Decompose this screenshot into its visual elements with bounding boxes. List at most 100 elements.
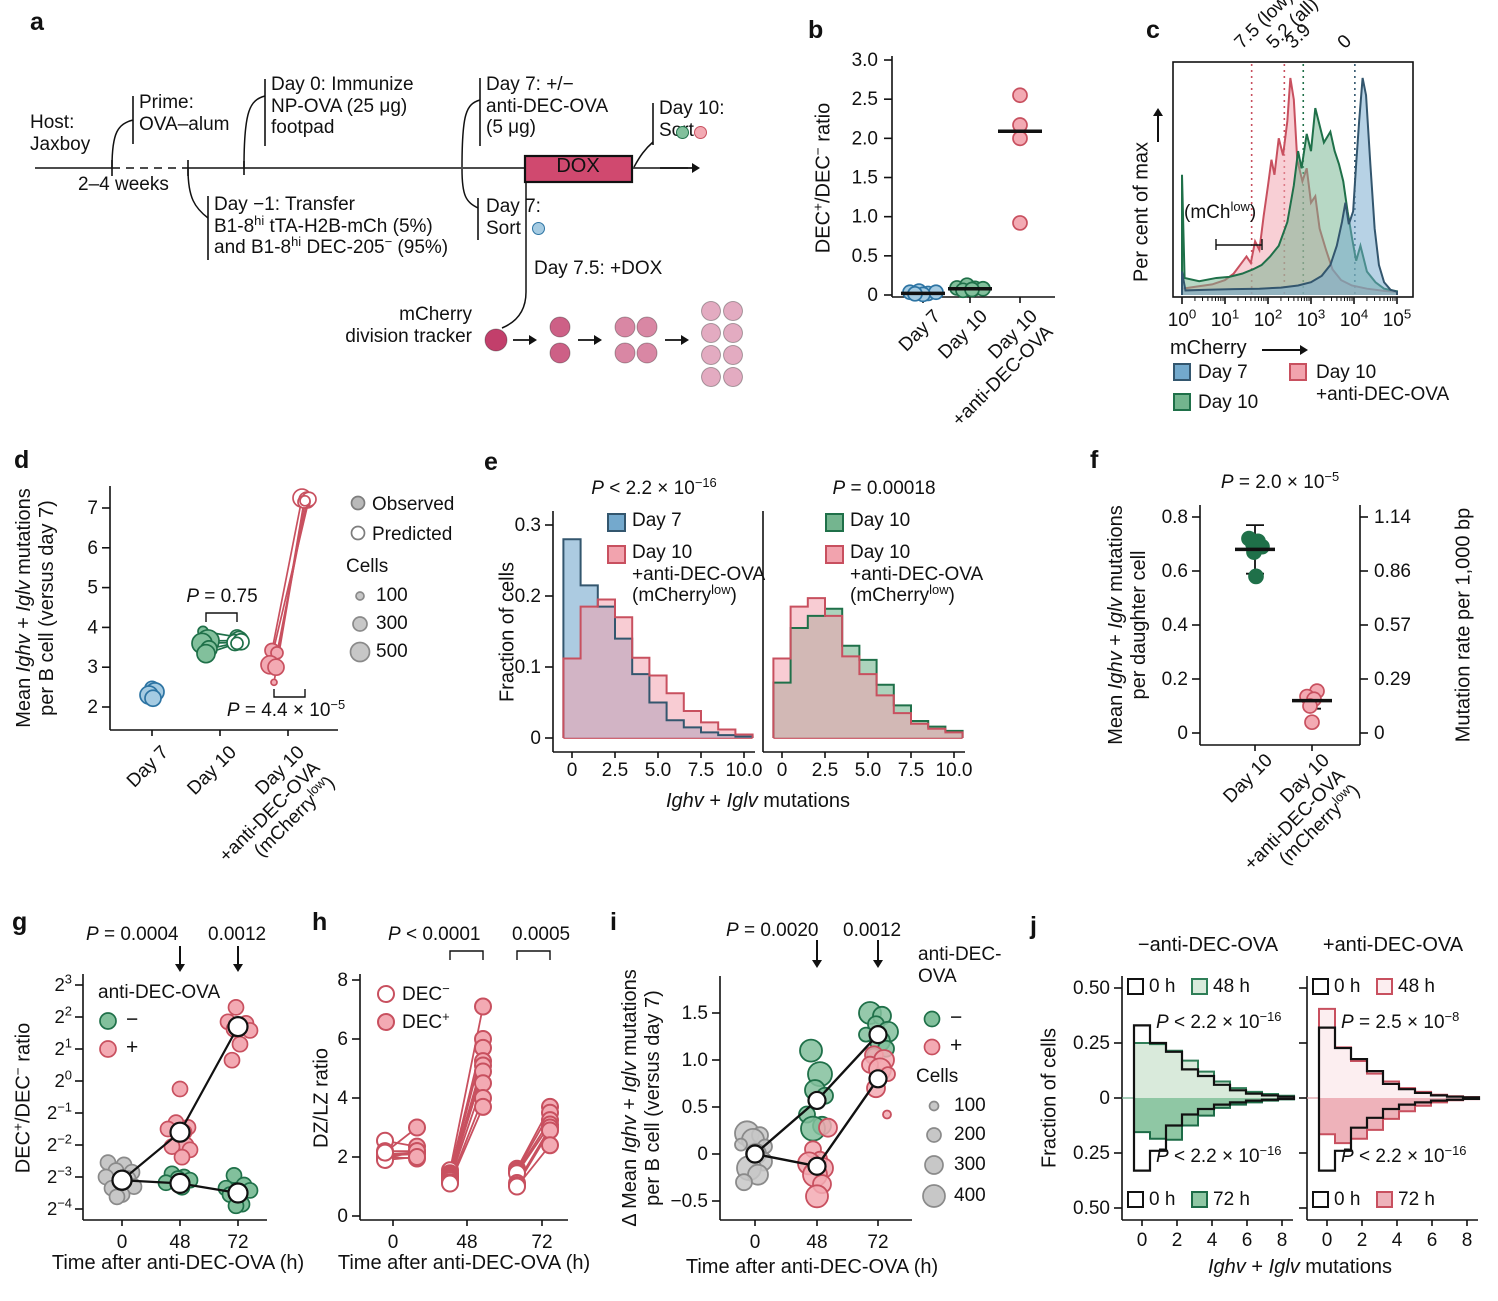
tick-label: 48 bbox=[169, 1232, 190, 1253]
tick-label: 0 bbox=[867, 285, 878, 306]
tick-label: 72 bbox=[531, 1232, 552, 1253]
hist-fill bbox=[773, 598, 963, 738]
arrow-right-icon bbox=[529, 335, 537, 345]
tick-label: 0 bbox=[750, 1232, 761, 1253]
dec-neg-point bbox=[441, 1174, 459, 1193]
observed-point bbox=[196, 643, 216, 664]
legend-swatch-t bbox=[1191, 978, 1208, 995]
data-point bbox=[734, 1137, 748, 1152]
arrow-right-icon bbox=[594, 335, 602, 345]
tick-label: 3.0 bbox=[852, 50, 878, 71]
legend-swatch bbox=[825, 513, 844, 532]
legend-size-dot bbox=[922, 1184, 946, 1208]
legend-swatch bbox=[607, 545, 626, 564]
data-point bbox=[171, 1080, 189, 1098]
tick-label: 5 bbox=[87, 578, 98, 599]
tick-label: 2 bbox=[337, 1147, 348, 1168]
tick-label: 2−2 bbox=[47, 1132, 72, 1155]
tick-label: 20 bbox=[55, 1068, 73, 1091]
legend-observed-dot bbox=[350, 495, 366, 511]
tick-label: 2.5 bbox=[852, 89, 878, 110]
legend-swatch-t bbox=[1191, 1191, 1208, 1208]
tick-label: 3 bbox=[87, 657, 98, 678]
tick-label: 5.0 bbox=[855, 760, 881, 781]
hist-outline-0h bbox=[1132, 1024, 1296, 1098]
median-point bbox=[868, 1069, 888, 1089]
panel-f-letter: f bbox=[1090, 446, 1099, 474]
pair-line bbox=[269, 499, 310, 666]
tick-label: 0 bbox=[1177, 723, 1188, 744]
dec-pos-point bbox=[541, 1136, 559, 1155]
arrow-right-icon bbox=[692, 163, 700, 173]
hist-outline bbox=[772, 607, 964, 738]
dec-neg-point bbox=[376, 1143, 394, 1162]
tick-label: 100 bbox=[1168, 306, 1197, 331]
connector bbox=[243, 95, 266, 168]
arrow-right-icon bbox=[681, 335, 689, 345]
panel-c-letter: c bbox=[1146, 16, 1160, 44]
median-point bbox=[227, 1182, 249, 1204]
division-cell bbox=[636, 342, 658, 364]
tick-label: 72 bbox=[227, 1232, 248, 1253]
tick-label: 8 bbox=[1462, 1230, 1473, 1251]
legend-swatch-0h bbox=[1127, 1191, 1144, 1208]
panel-b-letter: b bbox=[808, 16, 824, 44]
dec-pos-point bbox=[541, 1121, 559, 1140]
legend-size-dot bbox=[924, 1155, 944, 1175]
median-point bbox=[745, 1144, 765, 1164]
median-point bbox=[169, 1121, 191, 1143]
tick-label: 1.5 bbox=[852, 168, 878, 189]
hist-outline bbox=[562, 598, 754, 738]
tick-label: 6 bbox=[87, 538, 98, 559]
connector bbox=[461, 99, 481, 168]
tick-label: 2−1 bbox=[47, 1100, 72, 1123]
legend-size-dot bbox=[926, 1127, 942, 1143]
legend-swatch bbox=[825, 545, 844, 564]
tick-label: 21 bbox=[55, 1036, 73, 1059]
c-plot-box bbox=[1172, 61, 1414, 298]
observed-point bbox=[267, 658, 285, 677]
tick-label: 7.5 bbox=[898, 760, 924, 781]
tick-label: 23 bbox=[55, 972, 73, 995]
tick-label: 1.0 bbox=[852, 207, 878, 228]
tick-label: 104 bbox=[1340, 306, 1369, 331]
data-point bbox=[1248, 568, 1264, 585]
median-point bbox=[807, 1090, 827, 1111]
division-cell bbox=[701, 301, 721, 321]
legend-swatch bbox=[607, 513, 626, 532]
pair-line bbox=[271, 497, 303, 651]
tick-label: 0.2 bbox=[515, 586, 541, 607]
tick-label: 4 bbox=[337, 1088, 348, 1109]
tick-label: 0 bbox=[1137, 1230, 1148, 1251]
tick-label: 6 bbox=[1242, 1230, 1253, 1251]
p-bracket bbox=[205, 612, 238, 622]
median-point bbox=[227, 1015, 249, 1038]
tick-label: 1.14 bbox=[1374, 507, 1411, 528]
data-point bbox=[818, 1117, 838, 1138]
data-point bbox=[144, 689, 162, 708]
tick-label: 0.57 bbox=[1374, 615, 1411, 636]
tick-label: 4 bbox=[1392, 1230, 1403, 1251]
p-bracket bbox=[449, 950, 484, 960]
legend-swatch-0h bbox=[1127, 978, 1144, 995]
observed-point bbox=[270, 678, 278, 687]
hist-outline bbox=[562, 538, 754, 738]
data-point bbox=[882, 1109, 892, 1120]
median-point bbox=[169, 1172, 191, 1195]
panel-a-letter: a bbox=[30, 8, 44, 36]
dec-pos-point bbox=[474, 1097, 492, 1116]
hist-outline bbox=[772, 597, 964, 738]
tick-label: 8 bbox=[1277, 1230, 1288, 1251]
tick-label: 2 bbox=[1357, 1230, 1368, 1251]
arrow-down-icon bbox=[812, 960, 822, 968]
data-point bbox=[173, 1148, 191, 1166]
connector bbox=[111, 119, 134, 168]
hist-fill bbox=[1319, 1098, 1479, 1144]
data-point bbox=[227, 999, 245, 1016]
tick-label: 4 bbox=[87, 617, 98, 638]
division-cell bbox=[549, 342, 571, 364]
tick-label: 0 bbox=[1099, 1088, 1110, 1109]
tick-label: 0 bbox=[777, 760, 788, 781]
tick-label: 0 bbox=[530, 728, 541, 749]
legend-swatch bbox=[1173, 363, 1191, 381]
